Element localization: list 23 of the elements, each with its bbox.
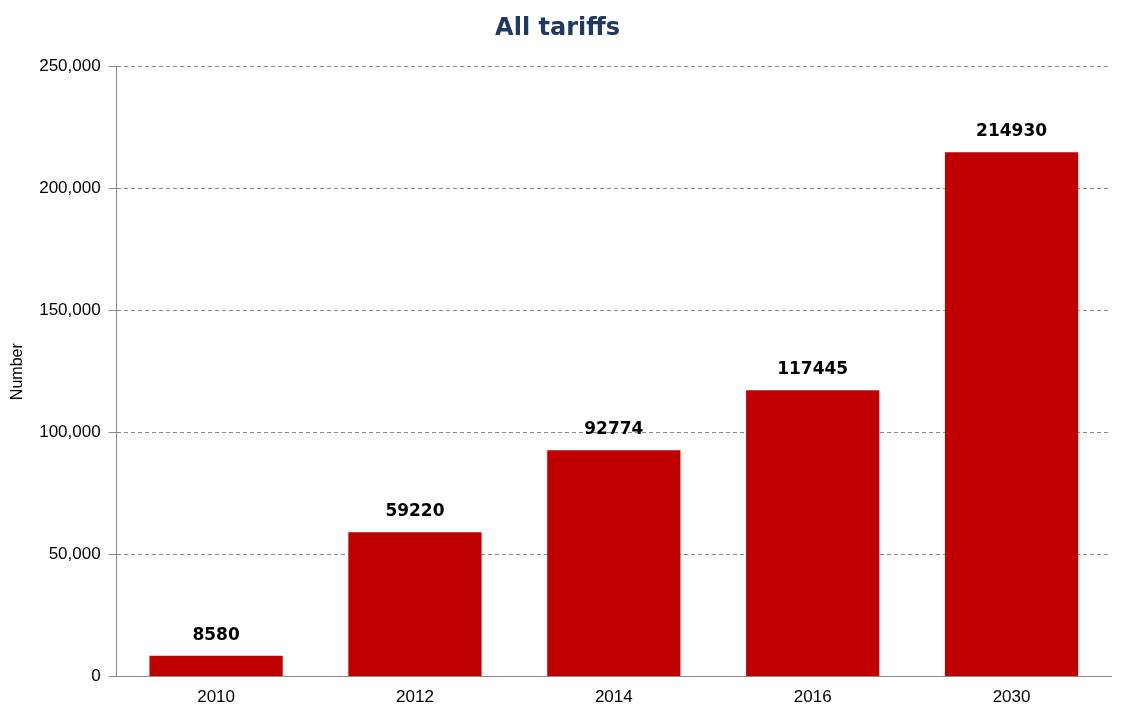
y-tick-label: 100,000 [39, 422, 101, 442]
data-label: 92774 [584, 418, 644, 439]
bar [348, 532, 482, 677]
x-tick-label: 2030 [992, 687, 1031, 707]
bar [746, 390, 880, 677]
y-tick-label: 0 [91, 666, 101, 686]
y-tick-label: 200,000 [39, 178, 101, 198]
data-label: 117445 [777, 358, 849, 379]
y-tick-label: 50,000 [48, 544, 101, 564]
data-label: 214930 [976, 120, 1048, 141]
bar [149, 655, 283, 677]
data-label: 8580 [192, 623, 240, 644]
y-tick-label: 150,000 [39, 300, 101, 320]
x-tick-label: 2016 [793, 687, 832, 707]
chart-title: All tariffs [495, 12, 620, 41]
y-tick-label: 250,000 [39, 56, 101, 76]
x-tick-label: 2010 [197, 687, 235, 707]
data-label: 59220 [385, 500, 445, 521]
bar [944, 152, 1079, 677]
x-tick-label: 2012 [396, 687, 434, 707]
y-axis-title: Number [8, 342, 26, 401]
bar [547, 450, 681, 677]
x-tick-label: 2014 [594, 687, 633, 707]
